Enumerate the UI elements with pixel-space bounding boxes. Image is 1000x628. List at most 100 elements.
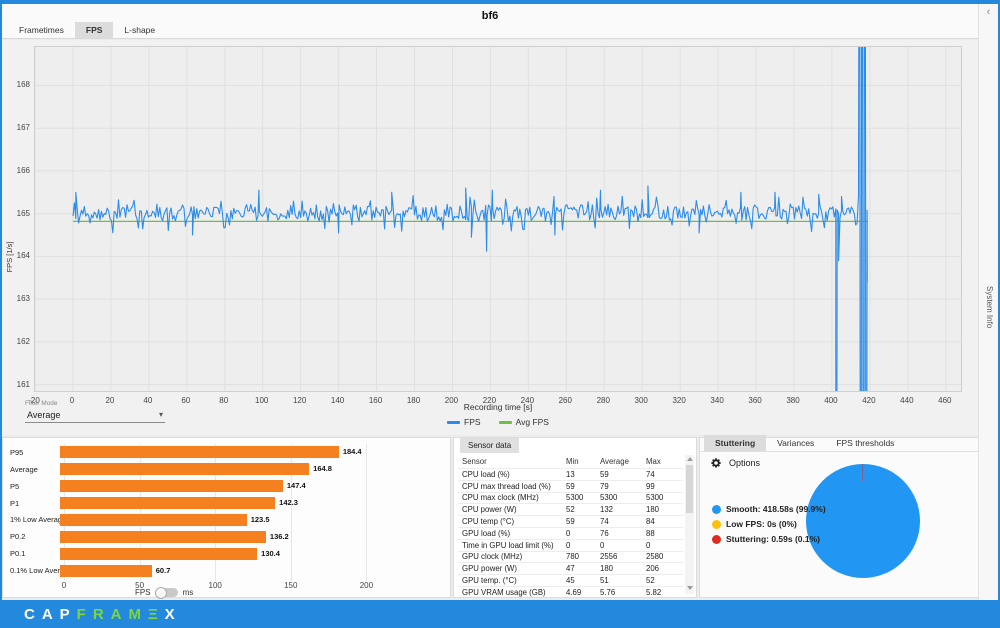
table-cell: 74	[646, 469, 655, 479]
bar-row-p0-1: P0.1 130.4	[3, 545, 450, 562]
column-header: Max	[646, 457, 661, 466]
table-cell: 52	[646, 576, 655, 586]
y-tick-label: 161	[16, 379, 30, 389]
table-cell: GPU VRAM usage (GB)	[462, 587, 546, 597]
x-tick-label: 340	[710, 396, 724, 405]
table-cell: 0	[646, 540, 651, 550]
table-cell: 180	[600, 564, 614, 574]
y-tick-label: 168	[16, 80, 30, 90]
table-cell: 52	[566, 505, 575, 515]
bar-value: 130.4	[261, 548, 280, 558]
table-cell: 51	[600, 576, 609, 586]
filter-mode-dropdown[interactable]: Average ▾	[25, 409, 165, 423]
bar-axis-tick: 0	[61, 581, 67, 590]
bar-track: 184.4	[60, 446, 450, 459]
filter-mode-label: Filter Mode	[25, 400, 58, 407]
bar-axis-tick: 50	[135, 581, 145, 590]
bar-gridline	[366, 444, 368, 581]
x-tick-label: 260	[558, 396, 572, 405]
y-tick-label: 162	[16, 336, 30, 346]
logo-bar: CAPFRAMΞX	[0, 600, 1000, 628]
table-cell: 5.76	[600, 587, 616, 597]
collapse-chevron-icon[interactable]: ‹	[986, 6, 991, 18]
table-row[interactable]: GPU VRAM usage (GB) 4.69 5.76 5.82	[458, 585, 683, 598]
legend-dot	[712, 534, 721, 544]
logo-segment: FRAM	[76, 605, 148, 623]
sensor-table-scrollbar[interactable]	[685, 455, 694, 594]
bar-track: 60.7	[60, 564, 450, 577]
tab-l-shape[interactable]: L-shape	[124, 25, 156, 35]
options-label: Options	[729, 458, 761, 468]
x-tick-label: 240	[520, 396, 535, 405]
bar-value: 184.4	[342, 447, 362, 457]
bar-row-p1: P1 142.3	[3, 495, 450, 512]
logo-segment: Ξ	[148, 605, 165, 623]
table-cell: 59	[600, 469, 609, 479]
table-row[interactable]: CPU temp (°C) 59 74 84	[458, 515, 683, 527]
table-cell: 47	[566, 564, 575, 574]
pie-legend-label: Low FPS: 0s (0%)	[726, 519, 797, 529]
table-row[interactable]: GPU temp. (°C) 45 51 52	[458, 574, 683, 586]
bar-value: 136.2	[269, 531, 289, 541]
tab-fps-thresholds[interactable]: FPS thresholds	[836, 438, 895, 448]
capframex-logo: CAPFRAMΞX	[24, 606, 182, 623]
sensor-data-panel: Sensor data Sensor Min Average Max CPU load …	[453, 437, 697, 598]
fps-line-chart[interactable]	[34, 46, 962, 392]
options-button[interactable]: Options	[710, 457, 760, 469]
system-info-label: System Info	[985, 286, 994, 329]
x-tick-label: -20	[28, 396, 40, 405]
table-cell: 180	[646, 505, 660, 515]
table-row[interactable]: CPU max thread load (%) 59 79 99	[458, 479, 683, 492]
bar-value: 142.3	[279, 498, 298, 508]
x-tick-label: 100	[255, 396, 269, 405]
x-tick-label: 60	[181, 396, 191, 405]
table-cell: CPU load (%)	[462, 469, 510, 479]
x-tick-label: 120	[292, 396, 307, 405]
table-row[interactable]: GPU load (%) 0 76 88	[458, 526, 683, 539]
bar-label: P0.2	[10, 532, 26, 542]
bar-label: 1% Low Average	[10, 515, 67, 525]
bar-axis-tick: 200	[359, 581, 374, 590]
x-tick-label: 40	[143, 396, 153, 405]
tab-sensor-data[interactable]: Sensor data	[460, 438, 520, 453]
system-info-strip[interactable]: ‹ System Info	[978, 4, 998, 600]
table-row[interactable]: CPU power (W) 52 132 180	[458, 503, 683, 515]
table-cell: 5300	[600, 493, 618, 503]
bar	[60, 497, 276, 510]
legend-dash	[447, 420, 461, 424]
sensor-header-row: Sensor Min Average Max	[458, 455, 683, 468]
column-header: Average	[600, 457, 629, 466]
table-row[interactable]: Time in GPU load limit (%) 0 0 0	[458, 538, 683, 551]
filter-mode-block: Filter Mode Average ▾	[25, 400, 165, 423]
table-cell: 59	[566, 517, 575, 527]
scroll-down-icon[interactable]	[686, 586, 693, 590]
table-row[interactable]: CPU max clock (MHz) 5300 5300 5300	[458, 491, 683, 504]
table-cell: 0	[600, 540, 605, 550]
stuttering-pie-chart	[806, 464, 920, 578]
table-row[interactable]: GPU clock (MHz) 780 2556 2580	[458, 550, 683, 563]
y-axis-title: FPS [1/s]	[5, 241, 14, 273]
bar-row-average: Average 164.8	[3, 461, 450, 478]
table-row[interactable]: GPU power (W) 47 180 206	[458, 562, 683, 574]
table-cell: GPU power (W)	[462, 564, 518, 574]
scrollbar-thumb[interactable]	[686, 465, 693, 513]
fps-ms-toggle[interactable]	[154, 586, 178, 599]
scroll-up-icon[interactable]	[686, 457, 693, 461]
bar-gridline	[215, 444, 217, 581]
tab-fps[interactable]: FPS	[74, 22, 114, 38]
pie-legend-label: Smooth: 418.58s (99.9%)	[726, 504, 826, 514]
bar-track: 130.4	[60, 547, 450, 560]
x-tick-label: 140	[330, 396, 345, 405]
pie-legend-label: Stuttering: 0.59s (0.1%)	[726, 534, 820, 544]
tab-frametimes[interactable]: Frametimes	[19, 25, 64, 35]
bar-axis-tick: 150	[284, 581, 298, 590]
bar	[60, 513, 247, 526]
bar-label: P5	[10, 481, 20, 491]
table-cell: 0	[566, 540, 571, 550]
table-cell: GPU temp. (°C)	[462, 576, 517, 586]
tab-stuttering[interactable]: Stuttering	[704, 435, 767, 451]
tab-variances[interactable]: Variances	[777, 438, 815, 448]
table-cell: CPU max clock (MHz)	[462, 493, 539, 503]
x-tick-label: 320	[672, 396, 686, 405]
table-row[interactable]: CPU load (%) 13 59 74	[458, 468, 683, 480]
